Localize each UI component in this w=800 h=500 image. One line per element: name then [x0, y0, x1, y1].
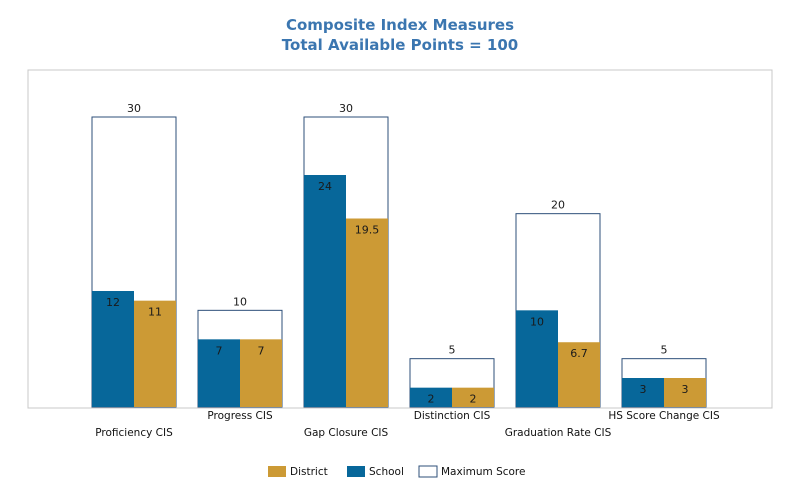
- bar-school-proficiency-cis: [92, 291, 134, 407]
- legend-swatch-maximum-score: [418, 465, 438, 478]
- legend-swatch-school: [347, 466, 365, 477]
- label-school-gap-closure-cis: 24: [318, 180, 332, 193]
- label-school-proficiency-cis: 12: [106, 296, 120, 309]
- label-district-proficiency-cis: 11: [148, 306, 162, 319]
- label-school-graduation-rate-cis: 10: [530, 315, 544, 328]
- label-maximum-score-hs-score-change-cis: 5: [661, 344, 668, 357]
- label-maximum-score-progress-cis: 10: [233, 295, 247, 308]
- bar-district-progress-cis: [240, 339, 282, 407]
- plot-frame: [27, 69, 773, 409]
- bar-district-proficiency-cis: [134, 300, 176, 407]
- bars-layer: [91, 116, 707, 408]
- legend: District School Maximum Score: [268, 465, 525, 478]
- category-label-progress-cis: Progress CIS: [207, 410, 273, 422]
- label-district-hs-score-change-cis: 3: [682, 383, 689, 396]
- label-maximum-score-gap-closure-cis: 30: [339, 102, 353, 115]
- legend-label-district: District: [290, 466, 328, 478]
- bar-district-hs-score-change-cis: [664, 378, 706, 407]
- label-maximum-score-proficiency-cis: 30: [127, 102, 141, 115]
- category-label-graduation-rate-cis: Graduation Rate CIS: [505, 427, 612, 439]
- category-label-proficiency-cis: Proficiency CIS: [95, 427, 173, 439]
- bar-district-graduation-rate-cis: [558, 342, 600, 407]
- bar-school-graduation-rate-cis: [516, 310, 558, 407]
- legend-label-maximum-score: Maximum Score: [441, 466, 525, 478]
- label-maximum-score-graduation-rate-cis: 20: [551, 199, 565, 212]
- chart-title: Composite Index Measures: [286, 16, 514, 34]
- legend-label-school: School: [369, 466, 404, 478]
- bar-district-distinction-cis: [452, 387, 494, 407]
- label-school-distinction-cis: 2: [428, 393, 435, 406]
- labels-layer: 30 12 11 Proficiency CIS 10 7 7 Progress CIS 30 2…: [95, 102, 720, 439]
- category-label-gap-closure-cis: Gap Closure CIS: [304, 427, 389, 439]
- bar-school-progress-cis: [198, 339, 240, 407]
- bar-school-hs-score-change-cis: [622, 378, 664, 407]
- label-school-progress-cis: 7: [216, 344, 223, 357]
- label-school-hs-score-change-cis: 3: [640, 383, 647, 396]
- label-district-distinction-cis: 2: [470, 393, 477, 406]
- label-district-graduation-rate-cis: 6.7: [570, 347, 588, 360]
- label-district-progress-cis: 7: [258, 344, 265, 357]
- bar-school-gap-closure-cis: [304, 175, 346, 407]
- category-label-hs-score-change-cis: HS Score Change CIS: [608, 410, 720, 422]
- label-district-gap-closure-cis: 19.5: [355, 224, 380, 237]
- bar-district-gap-closure-cis: [346, 218, 388, 407]
- category-label-distinction-cis: Distinction CIS: [414, 410, 491, 422]
- legend-swatch-district: [268, 466, 286, 477]
- label-maximum-score-distinction-cis: 5: [449, 344, 456, 357]
- bar-school-distinction-cis: [410, 387, 452, 407]
- chart-subtitle: Total Available Points = 100: [282, 36, 518, 54]
